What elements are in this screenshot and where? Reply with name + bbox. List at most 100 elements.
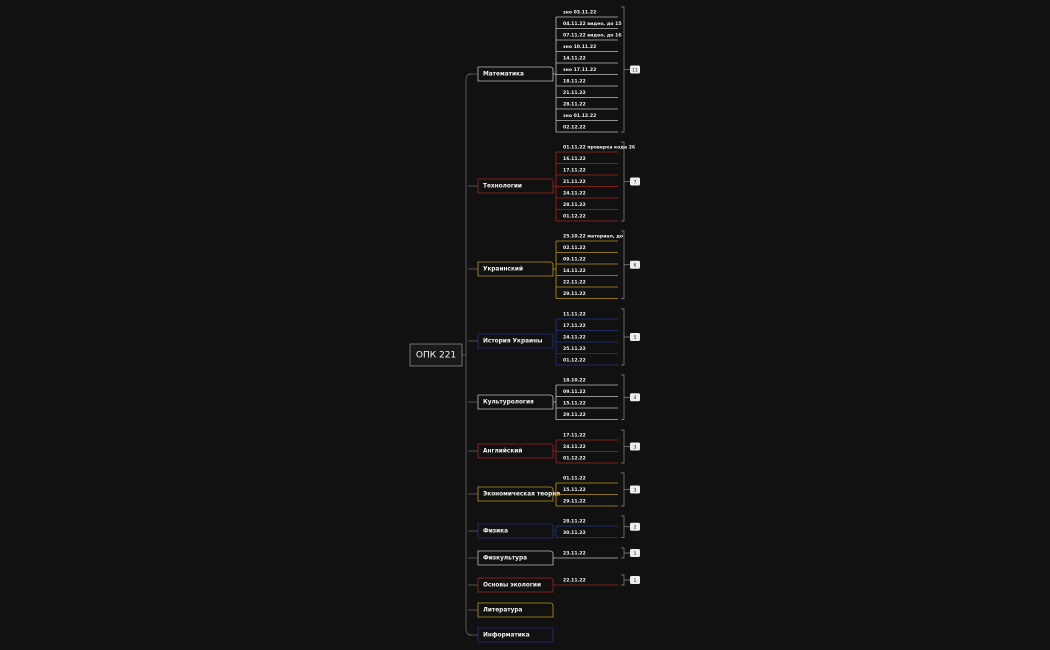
child-label: 09.11.22 bbox=[563, 389, 586, 395]
child-label: 04.11.22 видео, до 15 bbox=[563, 21, 622, 27]
bracket bbox=[621, 515, 630, 538]
child-label: 25.10.22 материал, до bbox=[563, 234, 623, 240]
child-connector bbox=[553, 241, 557, 299]
branch-label: Литература bbox=[483, 608, 523, 614]
child-label: 15.11.22 bbox=[563, 401, 586, 407]
count-badge bbox=[630, 549, 640, 557]
count-label: 1 bbox=[634, 578, 637, 584]
child-label: 01.12.22 bbox=[563, 358, 586, 364]
child-label: 02.12.22 bbox=[563, 125, 586, 131]
count-badge bbox=[630, 260, 640, 269]
bracket bbox=[621, 230, 630, 299]
bracket bbox=[621, 6, 630, 133]
child-label: 09.11.22 bbox=[563, 257, 586, 263]
branch-node[interactable] bbox=[477, 577, 554, 593]
branch-node[interactable] bbox=[477, 178, 554, 194]
child-label: 21.11.22 bbox=[563, 90, 586, 96]
bracket bbox=[621, 141, 630, 222]
branch-node[interactable] bbox=[477, 627, 554, 643]
child-label: 15.11.22 bbox=[563, 487, 586, 493]
child-label: 28.11.22 bbox=[563, 102, 586, 108]
child-label: 30.11.22 bbox=[563, 530, 586, 536]
branch-label: Основы экологии bbox=[483, 583, 541, 589]
count-badge bbox=[630, 485, 640, 494]
root-label: ОПК 221 bbox=[416, 351, 456, 361]
count-label: 4 bbox=[634, 395, 637, 401]
branch-label: Физкультура bbox=[483, 556, 527, 562]
child-label: 22.11.22 bbox=[563, 578, 586, 584]
child-label: 18.10.22 bbox=[563, 378, 586, 384]
child-label: 29.11.22 bbox=[563, 291, 586, 297]
bracket bbox=[621, 308, 630, 366]
count-badge bbox=[630, 442, 640, 451]
bracket bbox=[621, 574, 630, 586]
child-label: 01.12.22 bbox=[563, 214, 586, 220]
count-label: 3 bbox=[634, 487, 637, 493]
child-label: 24.11.22 bbox=[563, 191, 586, 197]
count-badge bbox=[630, 333, 640, 341]
branch-label: История Украины bbox=[483, 339, 542, 345]
child-label: 01.12.22 bbox=[563, 456, 586, 462]
count-badge bbox=[630, 393, 640, 402]
count-badge bbox=[630, 65, 640, 74]
bracket bbox=[621, 472, 630, 507]
branch-label: Информатика bbox=[483, 632, 530, 639]
bracket bbox=[621, 547, 630, 559]
count-label: 7 bbox=[634, 179, 637, 185]
child-label: 01.11.22 проверка кода 26 bbox=[563, 145, 635, 151]
branch-node[interactable] bbox=[477, 523, 554, 539]
branch-node[interactable] bbox=[477, 550, 554, 566]
child-label: 21.11.22 bbox=[563, 179, 586, 185]
branch-label: Английский bbox=[483, 448, 522, 455]
child-label: 02.11.22 bbox=[563, 245, 586, 251]
count-label: 3 bbox=[634, 444, 637, 450]
count-label: 6 bbox=[634, 263, 637, 269]
branch-node[interactable] bbox=[477, 394, 554, 410]
branch-label: Математика bbox=[483, 72, 524, 78]
child-label: 16.11.22 bbox=[563, 156, 586, 162]
child-label: зно 01.12.22 bbox=[563, 113, 596, 119]
branch-node[interactable] bbox=[477, 486, 554, 502]
child-label: 23.11.22 bbox=[563, 551, 586, 557]
count-badge bbox=[630, 576, 640, 584]
child-label: 24.11.22 bbox=[563, 335, 586, 341]
branch-label: Технологии bbox=[483, 184, 522, 190]
child-label: зно 17.11.22 bbox=[563, 67, 596, 73]
child-label: 28.11.22 bbox=[563, 519, 586, 525]
child-connector bbox=[553, 385, 557, 420]
branch-node[interactable] bbox=[477, 261, 554, 277]
child-label: 14.11.22 bbox=[563, 56, 586, 62]
child-label: 17.11.22 bbox=[563, 168, 586, 174]
branch-node[interactable] bbox=[477, 443, 554, 459]
count-badge bbox=[630, 522, 640, 531]
bracket bbox=[621, 429, 630, 464]
branch-label: Экономическая теория bbox=[483, 492, 560, 498]
child-label: 29.11.22 bbox=[563, 499, 586, 505]
branch-node[interactable] bbox=[477, 602, 554, 618]
child-label: 28.11.22 bbox=[563, 202, 586, 208]
root-node[interactable] bbox=[409, 343, 463, 367]
count-label: 5 bbox=[634, 335, 637, 341]
child-connector bbox=[553, 526, 557, 538]
count-label: 2 bbox=[634, 525, 637, 531]
child-label: 17.11.22 bbox=[563, 323, 586, 329]
branch-label: Украинский bbox=[483, 266, 523, 273]
child-label: 18.11.22 bbox=[563, 79, 586, 85]
child-label: 24.11.22 bbox=[563, 444, 586, 450]
child-label: 25.11.22 bbox=[563, 346, 586, 352]
count-label: 1 bbox=[634, 551, 637, 557]
child-label: 01.11.22 bbox=[563, 476, 586, 482]
child-label: 17.11.22 bbox=[563, 433, 586, 439]
child-label: зно 03.11.22 bbox=[563, 10, 596, 16]
child-label: 22.11.22 bbox=[563, 280, 586, 286]
branch-label: Физика bbox=[483, 529, 508, 535]
child-label: 11.11.22 bbox=[563, 312, 586, 318]
child-label: зно 10.11.22 bbox=[563, 44, 596, 50]
child-label: 14.11.22 bbox=[563, 268, 586, 274]
count-badge bbox=[630, 177, 640, 186]
branch-node[interactable] bbox=[477, 333, 554, 349]
branch-node[interactable] bbox=[477, 66, 554, 82]
bracket bbox=[621, 374, 630, 420]
